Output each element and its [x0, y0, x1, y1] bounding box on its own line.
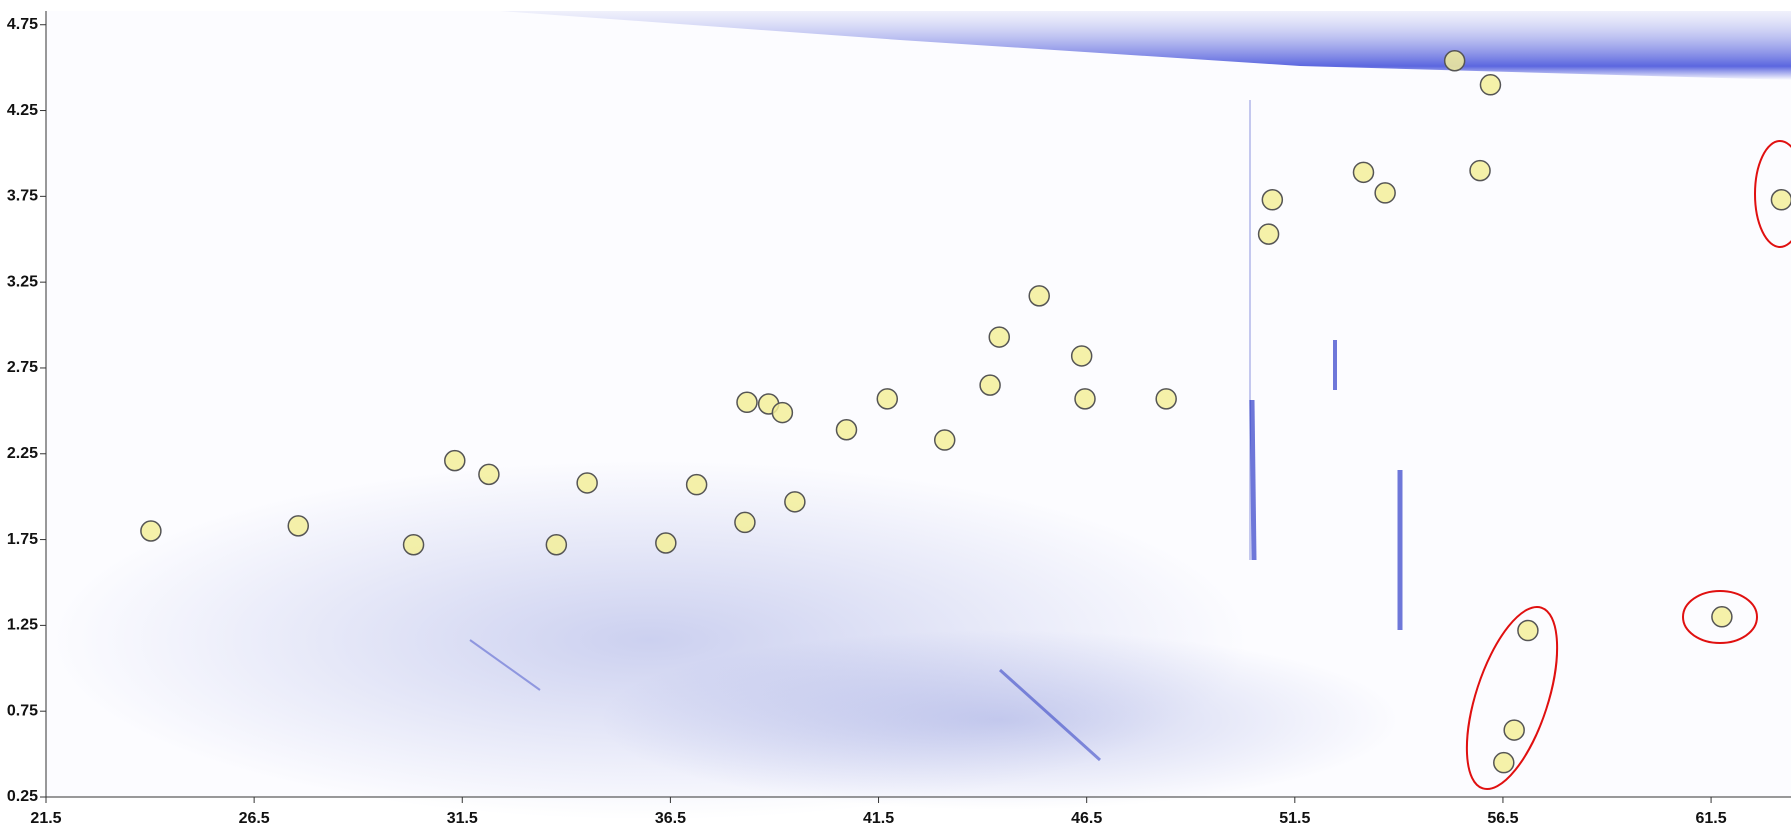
- peak-marker: [784, 491, 806, 513]
- y-tick-label: 0.75: [7, 702, 38, 719]
- peak-marker: [933, 429, 956, 451]
- peak-marker: [1074, 388, 1096, 410]
- x-tick-label: 21.5: [30, 810, 61, 827]
- x-tick-label: 31.5: [447, 810, 478, 827]
- highlight-ellipse: [1465, 605, 1559, 791]
- x-tick-label: 61.5: [1696, 810, 1727, 827]
- peak-marker: [736, 391, 758, 414]
- peak-marker: [1479, 74, 1502, 96]
- peak-marker: [1503, 719, 1525, 741]
- x-tick-label: 41.5: [863, 810, 894, 827]
- peak-marker: [979, 374, 1001, 396]
- peak-marker: [1493, 751, 1515, 774]
- y-tick-label: 2.75: [7, 359, 38, 376]
- y-tick-label: 2.25: [7, 445, 38, 462]
- peak-marker: [1517, 619, 1539, 642]
- y-tick-label: 1.75: [7, 531, 38, 548]
- peak-marker: [1374, 182, 1396, 204]
- peak-marker: [1352, 161, 1375, 184]
- peak-marker: [402, 533, 425, 556]
- y-tick-label: 3.25: [7, 273, 38, 290]
- peak-marker: [1257, 223, 1280, 245]
- peak-marker: [545, 533, 568, 556]
- y-tick-label: 4.25: [7, 102, 38, 119]
- x-tick-label: 51.5: [1279, 810, 1310, 827]
- highlight-ellipse: [1754, 140, 1791, 248]
- highlights: [1465, 140, 1791, 791]
- peak-marker: [1469, 159, 1491, 182]
- highlight-ellipse: [1682, 590, 1758, 644]
- background: [46, 11, 1791, 820]
- peak-marker: [1155, 388, 1177, 410]
- peak-marker: [576, 472, 598, 494]
- peak-marker: [1028, 285, 1050, 307]
- peak-marker: [1711, 606, 1733, 628]
- y-tick-label: 1.25: [7, 617, 38, 634]
- peak-marker: [835, 418, 858, 441]
- x-tick-label: 46.5: [1071, 810, 1102, 827]
- peak-marker: [1070, 345, 1093, 367]
- peak-marker: [988, 326, 1011, 348]
- peak-marker: [771, 401, 794, 424]
- peak-marker: [478, 463, 500, 486]
- peak-marker: [734, 511, 756, 534]
- x-tick-label: 36.5: [655, 810, 686, 827]
- x-tick-label: 26.5: [239, 810, 270, 827]
- peak-marker: [1770, 189, 1791, 211]
- peak-marker: [876, 388, 899, 410]
- y-tick-label: 4.75: [7, 16, 38, 33]
- peak-marker: [444, 449, 466, 472]
- peak-marker: [1443, 50, 1466, 72]
- peak-marker: [1261, 189, 1284, 211]
- y-tick-label: 0.25: [7, 788, 38, 805]
- peak-marker: [287, 515, 310, 537]
- peak-marker: [140, 520, 162, 542]
- y-tick-label: 3.75: [7, 188, 38, 205]
- x-tick-label: 56.5: [1487, 810, 1518, 827]
- peak-marker: [685, 473, 708, 496]
- peak-marker: [655, 532, 677, 554]
